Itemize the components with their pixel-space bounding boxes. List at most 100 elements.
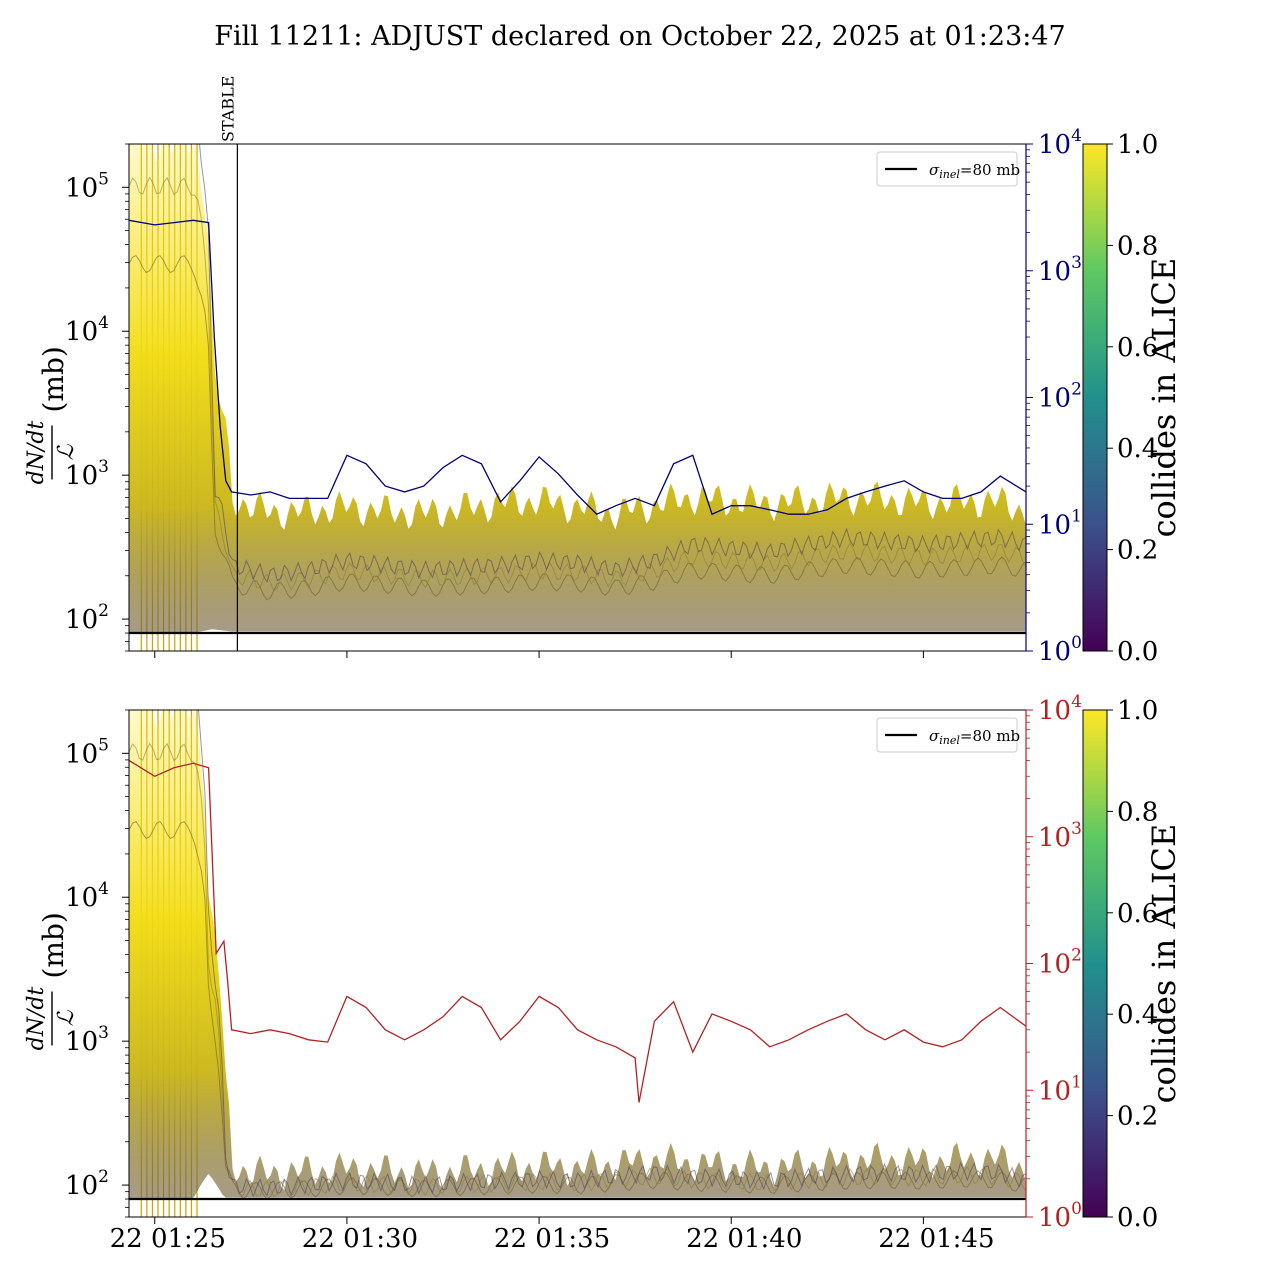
legend-rest: =80 mb (960, 161, 1020, 179)
right-tick-label: 103 (1038, 253, 1082, 287)
plot-frame (128, 709, 1027, 1218)
legend-rest: =80 mb (960, 727, 1020, 745)
right-tick-exponent: 1 (1071, 1072, 1082, 1092)
right-tick-label: 100 (1038, 1199, 1082, 1233)
right-tick-label: 103 (1038, 819, 1082, 853)
left-tick-base: 10 (65, 461, 98, 491)
right-tick-exponent: 0 (1071, 1199, 1082, 1219)
x-tick-label: 22 01:25 (110, 1224, 226, 1254)
bunch-filament-line (129, 820, 1026, 1200)
left-tick-base: 10 (65, 883, 98, 913)
left-tick-base: 10 (65, 1027, 98, 1057)
colorbar-tick-label: 0.8 (1117, 797, 1158, 827)
x-tick-label: 22 01:40 (686, 1224, 802, 1254)
bunch-band (129, 144, 1026, 633)
x-tick-label: 22 01:45 (878, 1224, 994, 1254)
left-tick-base: 10 (65, 317, 98, 347)
legend-label: σinel=80 mb (929, 161, 1020, 181)
left-tick-label: 104 (65, 313, 109, 347)
right-tick-base: 10 (1038, 130, 1071, 160)
legend-box (876, 717, 1018, 753)
legend-label: σinel=80 mb (929, 727, 1020, 747)
data-area (129, 710, 1026, 1217)
y-axis-label: dN/dt ℒ (mb) (24, 912, 79, 1050)
bunch-filament-line (198, 144, 1026, 584)
colorbar-tick-label: 0.2 (1117, 1102, 1158, 1132)
colorbar (1082, 709, 1108, 1218)
y-label-denominator: ℒ (54, 1009, 79, 1026)
ratio-series-line (129, 219, 1026, 516)
right-tick-exponent: 4 (1071, 126, 1082, 146)
left-tick-label: 105 (65, 735, 109, 769)
y-axis-label: dN/dt ℒ (mb) (24, 346, 79, 484)
colorbar-tick-label: 0.4 (1117, 1000, 1158, 1030)
legend-subscript: inel (939, 168, 960, 181)
legend-sigma: σ (929, 727, 940, 745)
right-tick-exponent: 3 (1071, 253, 1082, 273)
ratio-series-line (129, 759, 1026, 1103)
right-tick-label: 102 (1038, 380, 1082, 414)
legend-box (876, 151, 1018, 187)
right-tick-exponent: 1 (1071, 506, 1082, 526)
colorbar-label: collides in ALICE (1145, 258, 1183, 538)
chart-title: Fill 11211: ADJUST declared on October 2… (214, 21, 1065, 52)
colorbar-tick-label: 0.0 (1117, 1203, 1158, 1233)
left-tick-exponent: 4 (98, 313, 109, 333)
x-tick-label: 22 01:35 (494, 1224, 610, 1254)
left-tick-exponent: 2 (98, 601, 109, 621)
left-tick-label: 102 (65, 1167, 109, 1201)
left-tick-label: 102 (65, 601, 109, 635)
right-tick-exponent: 4 (1071, 692, 1082, 712)
right-tick-base: 10 (1038, 1076, 1071, 1106)
left-tick-base: 10 (65, 173, 98, 203)
bunch-filament-line (198, 710, 1026, 1198)
y-label-numerator: dN/dt (24, 421, 49, 485)
colorbar-tick-label: 0.6 (1117, 333, 1158, 363)
left-tick-base: 10 (65, 739, 98, 769)
right-tick-label: 104 (1038, 692, 1082, 726)
colorbar-tick-label: 0.4 (1117, 434, 1158, 464)
right-tick-base: 10 (1038, 1203, 1071, 1233)
colorbar-tick-label: 0.8 (1117, 231, 1158, 261)
right-tick-base: 10 (1038, 384, 1071, 414)
right-tick-label: 101 (1038, 1072, 1082, 1106)
legend-sigma: σ (929, 161, 940, 179)
right-tick-label: 101 (1038, 506, 1082, 540)
y-label-numerator: dN/dt (24, 987, 49, 1051)
x-tick-label: 22 01:30 (302, 1224, 418, 1254)
left-tick-exponent: 2 (98, 1167, 109, 1187)
colorbar-tick-label: 1.0 (1117, 130, 1158, 160)
right-tick-base: 10 (1038, 696, 1071, 726)
colorbar-label: collides in ALICE (1145, 824, 1183, 1104)
right-tick-base: 10 (1038, 950, 1071, 980)
right-tick-exponent: 3 (1071, 819, 1082, 839)
right-tick-exponent: 0 (1071, 633, 1082, 653)
colorbar-tick-label: 1.0 (1117, 696, 1158, 726)
left-tick-exponent: 3 (98, 1023, 109, 1043)
colorbar (1082, 143, 1108, 652)
left-tick-label: 105 (65, 169, 109, 203)
left-tick-exponent: 5 (98, 169, 109, 189)
right-tick-base: 10 (1038, 257, 1071, 287)
bunch-filament-line (129, 176, 1026, 592)
right-tick-label: 104 (1038, 126, 1082, 160)
right-tick-label: 102 (1038, 946, 1082, 980)
right-tick-base: 10 (1038, 510, 1071, 540)
left-tick-label: 103 (65, 1023, 109, 1057)
bunch-filament-line (129, 742, 1026, 1198)
right-tick-base: 10 (1038, 823, 1071, 853)
y-label-unit: (mb) (37, 346, 70, 412)
right-tick-label: 100 (1038, 633, 1082, 667)
y-label-denominator: ℒ (54, 443, 79, 460)
colorbar-tick-label: 0.2 (1117, 536, 1158, 566)
right-tick-exponent: 2 (1071, 946, 1082, 966)
left-tick-exponent: 5 (98, 735, 109, 755)
stable-label: STABLE (218, 76, 237, 142)
bunch-band (129, 710, 1026, 1199)
right-tick-exponent: 2 (1071, 380, 1082, 400)
left-tick-label: 104 (65, 879, 109, 913)
